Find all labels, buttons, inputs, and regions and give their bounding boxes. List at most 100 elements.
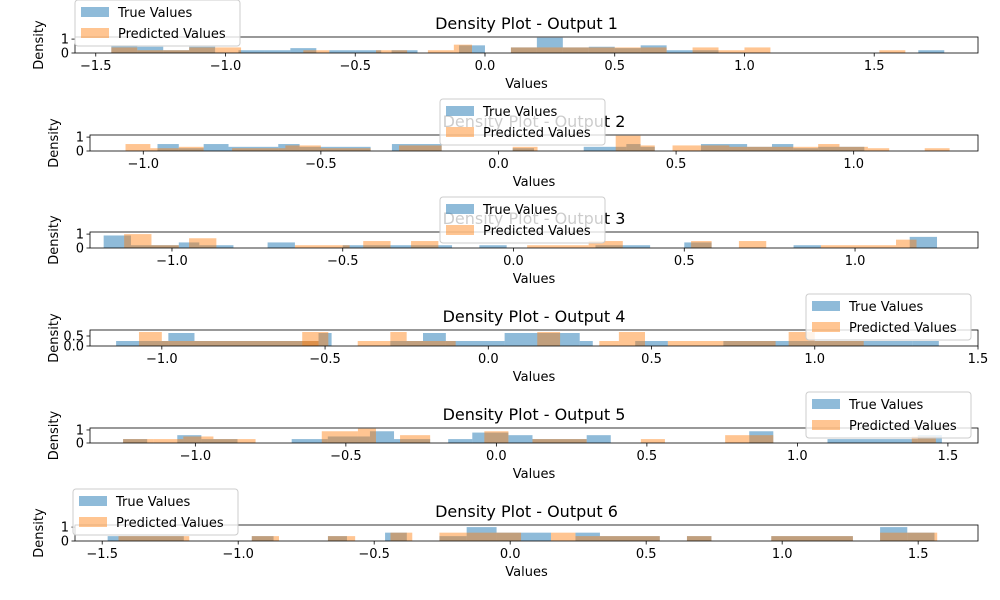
y-axis-label: Density [47,118,62,168]
x-tick-label: 1.0 [787,449,808,464]
histogram-bar [103,235,131,248]
histogram-bar [562,47,589,53]
histogram-bar [723,341,776,346]
histogram-bar [749,431,774,443]
histogram-bar [453,44,472,53]
histogram-bar [394,439,431,443]
x-tick-label: −1.0 [180,449,212,464]
legend: True Values Predicted Values [439,196,606,244]
histogram-bar [686,536,712,541]
histogram-bar [168,333,195,346]
histogram-bar [599,341,619,346]
histogram-bar [390,245,453,248]
histogram-bar [439,532,467,541]
histogram-bar [123,439,154,443]
histogram-bar [536,47,563,53]
histogram-bar [814,341,913,346]
x-tick-label: 1.0 [845,254,866,269]
x-tick-label: 1.0 [734,59,755,74]
legend: True Values Predicted Values [805,391,972,439]
legend-frame [439,98,606,146]
histogram-bar [385,532,407,541]
series-predicted [124,234,917,248]
x-tick-label: 1.5 [864,59,885,74]
x-tick-label: 0.5 [604,59,625,74]
histogram-bar [302,332,329,346]
legend-entry-label: Predicted Values [849,419,957,434]
legend-swatch [812,420,840,430]
histogram-bar [189,47,216,53]
histogram-bar [153,439,184,443]
histogram-bar [290,48,317,53]
histogram-bar [357,341,391,346]
histogram-bar [399,145,442,151]
histogram-bar [640,146,655,151]
histogram-bar [684,242,712,248]
x-tick-label: −0.5 [327,254,359,269]
histogram-bar [459,45,485,53]
histogram-bar [692,47,719,53]
x-axis-label: Values [505,565,548,580]
histogram-bar [423,333,446,346]
x-tick-label: 1.0 [843,157,864,172]
y-tick-label: 0.5 [63,330,84,345]
histogram-bar [445,341,505,346]
x-tick-label: −0.5 [309,352,341,367]
histogram-bar [178,148,204,151]
histogram-bar [537,332,561,346]
histogram-bar [818,144,840,151]
histogram-bar [163,50,190,53]
histogram-bar [771,536,853,541]
histogram-bar [640,47,667,53]
series-true [111,37,945,53]
legend-swatch [812,399,840,409]
histogram-bar [138,332,162,346]
histogram-bar [814,341,864,346]
histogram-bar [406,341,456,346]
x-tick-label: −0.5 [339,59,371,74]
histogram-bar [411,241,439,248]
legend-swatch [446,204,474,214]
histogram-bar [391,50,418,53]
histogram-bar [771,536,853,541]
x-tick-label: 1.0 [804,352,825,367]
histogram-bar [151,245,179,248]
histogram-bar [427,50,454,53]
histogram-bar [118,536,190,541]
histogram-bar [107,536,184,541]
legend-entry-label: True Values [848,398,923,413]
y-tick-label: 1 [76,423,84,438]
y-tick-label: 1 [61,521,69,536]
histogram-bar [771,146,819,151]
histogram-bar [618,332,645,346]
y-axis-label: Density [47,410,62,460]
y-tick-label: 0 [76,242,84,257]
histogram-bar [911,436,936,443]
histogram-bar [194,341,319,346]
histogram-bar [691,241,712,248]
legend-swatch [446,127,474,137]
histogram-bar [116,341,169,346]
legend-frame [72,488,239,536]
legend-entry-label: Predicted Values [116,516,224,531]
histogram-bar [729,146,772,151]
histogram-bar [318,333,332,346]
histogram-bar [161,341,319,346]
histogram-bar [718,50,745,53]
histogram-bar [839,146,868,151]
histogram-bar [508,435,533,443]
legend-entry-label: Predicted Values [118,27,226,42]
x-tick-label: −1.0 [156,254,188,269]
histogram-bar [213,439,256,443]
subplot-2: −1.0−0.50.00.51.001Density Plot - Output… [47,98,979,190]
histogram-bar [278,144,300,151]
histogram-bar [912,341,939,346]
histogram-bar [917,435,942,443]
series-true [157,144,865,151]
x-tick-label: 0.0 [500,547,521,562]
histogram-bar [586,435,611,443]
histogram-bar [285,145,321,151]
histogram-bar [771,144,794,151]
histogram-bar [303,50,330,53]
